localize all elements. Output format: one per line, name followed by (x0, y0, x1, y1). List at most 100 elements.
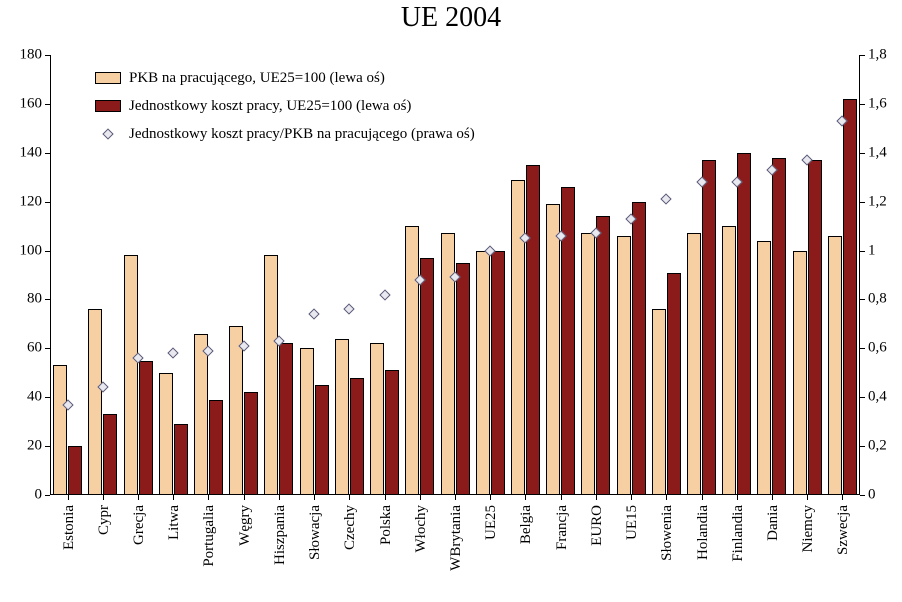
bar-series-a (300, 348, 314, 495)
xtick (208, 495, 209, 500)
xtick (631, 495, 632, 500)
legend-item: Jednostkowy koszt pracy/PKB na pracujące… (95, 120, 475, 148)
xtick (525, 495, 526, 500)
ytick-label-right: 1,6 (868, 95, 887, 112)
ytick-label-left: 40 (10, 389, 42, 406)
bar-series-a (476, 251, 490, 495)
xtick (666, 495, 667, 500)
bar-series-b (209, 400, 223, 495)
bar-series-b (103, 414, 117, 495)
x-category-label: Czechy (342, 505, 359, 550)
xtick (244, 495, 245, 500)
chart-canvas: UE 2004 02040608010012014016018000,20,40… (0, 0, 902, 602)
ytick-left (45, 397, 50, 398)
xtick (68, 495, 69, 500)
bar-series-b (420, 258, 434, 495)
ytick-right (860, 55, 865, 56)
ytick-right (860, 202, 865, 203)
xtick (455, 495, 456, 500)
x-category-label: Słowenia (659, 505, 676, 561)
ytick-right (860, 299, 865, 300)
legend-item: PKB na pracującego, UE25=100 (lewa oś) (95, 64, 475, 92)
xtick (103, 495, 104, 500)
bar-series-a (546, 204, 560, 495)
ytick-right (860, 446, 865, 447)
xtick (349, 495, 350, 500)
ytick-label-left: 180 (10, 47, 42, 64)
bar-series-a (370, 343, 384, 495)
x-category-label: Słowacja (307, 505, 324, 560)
bar-series-b (456, 263, 470, 495)
ratio-marker (344, 304, 355, 315)
bar-series-b (491, 251, 505, 495)
bar-series-a (53, 365, 67, 495)
xtick (490, 495, 491, 500)
bar-series-a (828, 236, 842, 495)
bar-series-a (581, 233, 595, 495)
ytick-right (860, 397, 865, 398)
bar-series-a (159, 373, 173, 495)
x-category-label: Niemcy (800, 505, 817, 552)
ytick-left (45, 202, 50, 203)
bar-series-b (808, 160, 822, 495)
bar-series-a (793, 251, 807, 495)
bar-series-b (385, 370, 399, 495)
xtick (173, 495, 174, 500)
legend-diamond-icon (102, 128, 113, 139)
bar-series-b (632, 202, 646, 495)
legend-label: Jednostkowy koszt pracy, UE25=100 (lewa … (129, 98, 411, 115)
legend-swatch (95, 72, 121, 84)
bar-series-b (772, 158, 786, 495)
xtick (702, 495, 703, 500)
legend-label: PKB na pracującego, UE25=100 (lewa oś) (129, 70, 385, 87)
axis-line (50, 55, 51, 495)
x-category-label: UE15 (624, 505, 641, 540)
legend-item: Jednostkowy koszt pracy, UE25=100 (lewa … (95, 92, 475, 120)
ytick-left (45, 446, 50, 447)
x-category-label: Polska (378, 505, 395, 545)
bar-series-a (124, 255, 138, 495)
bar-series-a (88, 309, 102, 495)
bar-series-a (511, 180, 525, 495)
x-category-label: Finlandia (730, 505, 747, 562)
ytick-label-right: 0,4 (868, 389, 887, 406)
ytick-label-right: 1,8 (868, 47, 887, 64)
bar-series-b (68, 446, 82, 495)
bar-series-b (350, 378, 364, 495)
x-category-label: Portugalia (201, 505, 218, 567)
ytick-label-left: 160 (10, 95, 42, 112)
ytick-left (45, 153, 50, 154)
bar-series-a (335, 339, 349, 495)
bar-series-b (667, 273, 681, 495)
ytick-label-right: 0 (868, 487, 876, 504)
ytick-left (45, 348, 50, 349)
ytick-left (45, 251, 50, 252)
legend-swatch (95, 100, 121, 112)
ratio-marker (168, 348, 179, 359)
x-category-label: EURO (589, 505, 606, 546)
x-category-label: Dania (765, 505, 782, 541)
ytick-left (45, 495, 50, 496)
bar-series-b (244, 392, 258, 495)
x-category-label: UE25 (483, 505, 500, 540)
ytick-left (45, 55, 50, 56)
bar-series-b (315, 385, 329, 495)
x-category-label: Litwa (166, 505, 183, 540)
xtick (807, 495, 808, 500)
axis-line (859, 55, 860, 495)
bar-series-a (405, 226, 419, 495)
bar-series-b (279, 343, 293, 495)
bar-series-b (843, 99, 857, 495)
ytick-label-right: 1 (868, 242, 876, 259)
ratio-marker (308, 308, 319, 319)
x-category-label: Węgry (237, 505, 254, 546)
ytick-label-left: 0 (10, 487, 42, 504)
x-category-label: Estonia (61, 505, 78, 550)
bar-series-a (652, 309, 666, 495)
legend: PKB na pracującego, UE25=100 (lewa oś) Je… (95, 64, 475, 148)
legend-marker-wrap (95, 128, 121, 140)
xtick (737, 495, 738, 500)
bar-series-b (596, 216, 610, 495)
xtick (138, 495, 139, 500)
ytick-right (860, 153, 865, 154)
